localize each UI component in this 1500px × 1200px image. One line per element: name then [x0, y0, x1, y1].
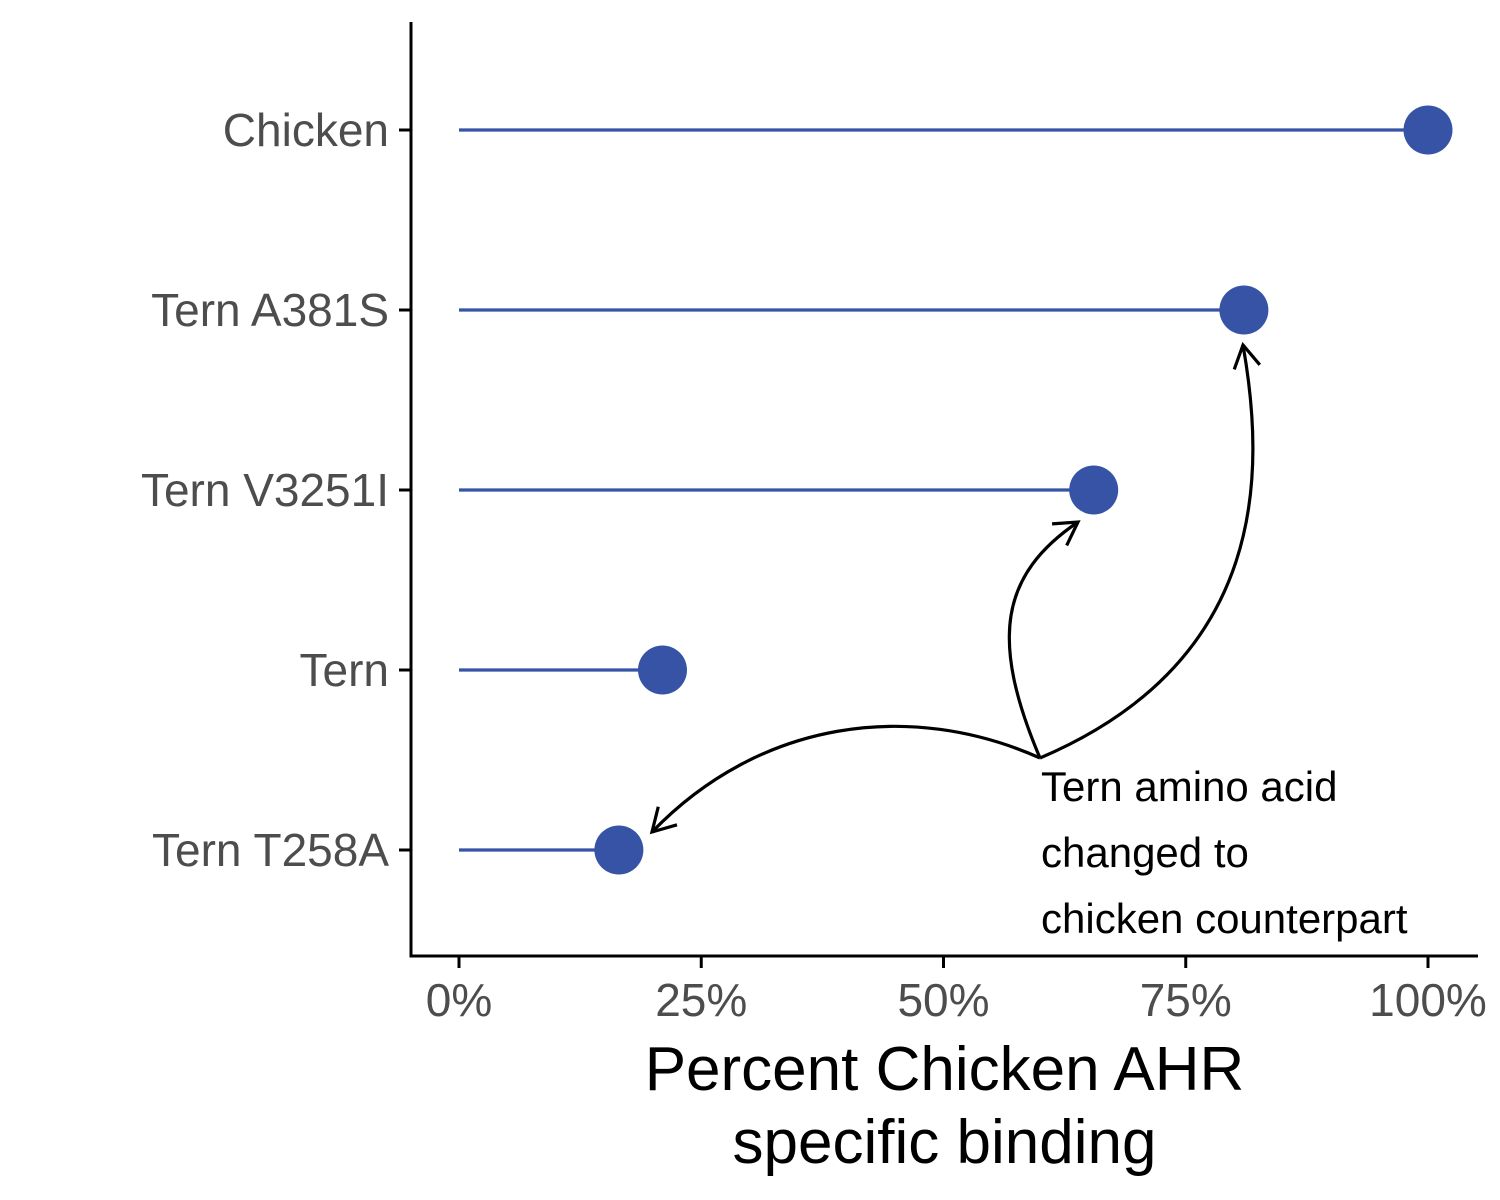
- x-tick-label: 75%: [1140, 974, 1232, 1026]
- lollipop-point: [1069, 465, 1119, 515]
- lollipop-point: [594, 825, 644, 875]
- arrowhead: [1232, 341, 1262, 371]
- annotation: Tern amino acid changed to chicken counter…: [649, 341, 1408, 942]
- arrowhead: [1051, 520, 1081, 547]
- x-tick-label: 25%: [655, 974, 747, 1026]
- annotation-text: Tern amino acid: [1041, 763, 1337, 810]
- arrow-to-tern-t258a: [650, 724, 1041, 834]
- y-tick-label: Tern T258A: [152, 824, 389, 876]
- x-tick-label: 0%: [426, 974, 492, 1026]
- x-tick-label: 50%: [897, 974, 989, 1026]
- arrow-to-tern-v3251i: [1007, 520, 1079, 759]
- x-tick-label: 100%: [1369, 974, 1487, 1026]
- y-tick-label: Tern V3251I: [141, 464, 389, 516]
- arrow-to-tern-a381s: [1039, 344, 1255, 760]
- annotation-text: changed to: [1041, 829, 1249, 876]
- lollipop-point: [1219, 285, 1269, 335]
- chart-axes: Chicken Tern A381S Tern V3251I Tern Tern T25…: [141, 22, 1487, 1177]
- lollipop-point: [637, 645, 687, 695]
- y-tick-label: Chicken: [223, 104, 389, 156]
- x-axis-title: specific binding: [733, 1108, 1157, 1177]
- y-tick-label: Tern A381S: [151, 284, 389, 336]
- y-tick-label: Tern: [300, 644, 389, 696]
- arrowhead: [649, 806, 678, 835]
- lollipop-point: [1403, 105, 1453, 155]
- x-axis-title: Percent Chicken AHR: [645, 1035, 1245, 1104]
- chart-marks: [459, 105, 1453, 875]
- annotation-text: chicken counterpart: [1041, 895, 1408, 942]
